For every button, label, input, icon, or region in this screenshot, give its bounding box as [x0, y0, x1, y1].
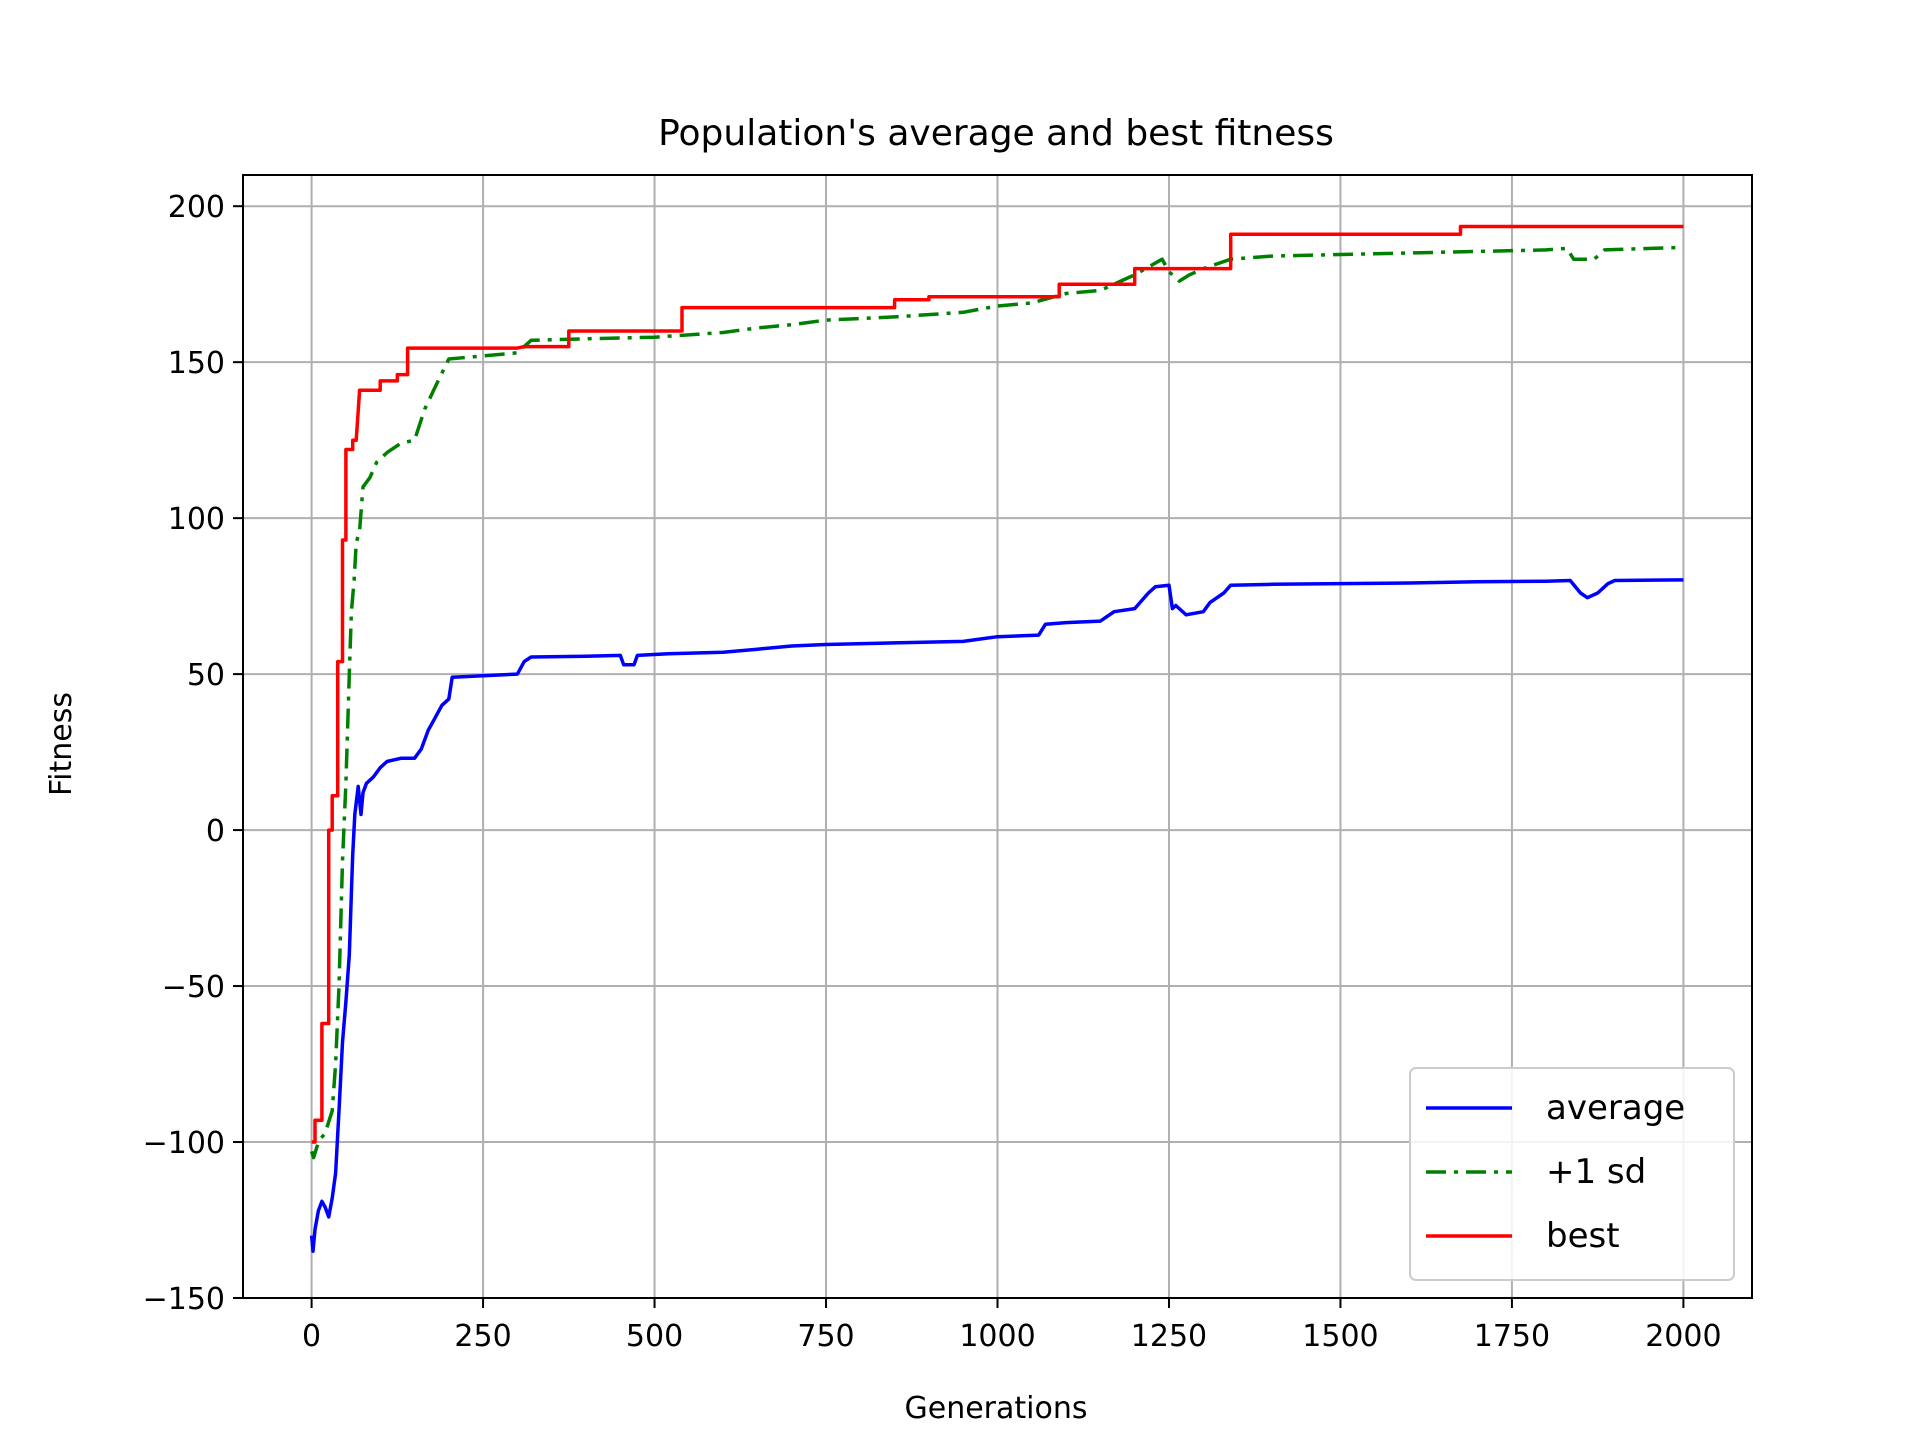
y-tick-label: 100: [168, 502, 225, 537]
legend-label: average: [1546, 1088, 1685, 1128]
y-axis-label: Fitness: [44, 692, 79, 796]
chart-title: Population's average and best fitness: [658, 113, 1334, 154]
x-tick-label: 1500: [1302, 1319, 1378, 1354]
x-tick-label: 500: [626, 1319, 683, 1354]
series-line-1-sd: [309, 245, 1684, 1160]
series-lines: [309, 224, 1684, 1253]
series-line-best: [311, 224, 1684, 1144]
x-tick-label: 1250: [1131, 1319, 1207, 1354]
legend-box: [1409, 1067, 1735, 1281]
legend: average +1 sd best: [1409, 1067, 1735, 1281]
x-tick-label: 250: [454, 1319, 511, 1354]
x-tick-label: 2000: [1645, 1319, 1721, 1354]
y-tick-label: −100: [143, 1126, 225, 1161]
y-tick-label: −50: [162, 970, 225, 1005]
series-line-average: [309, 578, 1684, 1253]
x-tick-label: 750: [797, 1319, 854, 1354]
x-axis-label: Generations: [905, 1391, 1088, 1426]
legend-label: +1 sd: [1546, 1152, 1646, 1192]
x-tick-label: 1750: [1474, 1319, 1550, 1354]
legend-label: best: [1546, 1216, 1620, 1256]
y-tick-label: 0: [206, 814, 225, 849]
x-tick-label: 0: [302, 1319, 321, 1354]
y-tick-label: 200: [168, 190, 225, 225]
y-tick-label: 50: [187, 658, 225, 693]
axis-ticks: 0 250 500 750 1000 1250 1500 1750 2000−150−100−5…: [143, 190, 1722, 1354]
y-tick-label: −150: [143, 1282, 225, 1317]
x-tick-label: 1000: [959, 1319, 1035, 1354]
y-tick-label: 150: [168, 346, 225, 381]
